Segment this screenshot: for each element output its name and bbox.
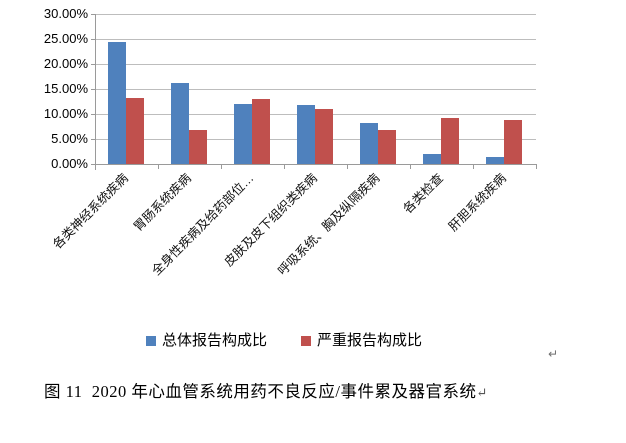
bar-total-3 [297, 104, 315, 164]
x-axis-tick [410, 164, 411, 169]
legend-swatch-blue-icon [146, 335, 156, 346]
x-axis-tick [284, 164, 285, 169]
x-axis-tick [473, 164, 474, 169]
y-axis-tick [91, 14, 95, 15]
x-axis-tick [95, 164, 96, 169]
y-axis-line [95, 14, 96, 170]
y-axis-label: 30.00% [43, 6, 88, 21]
category-label-0: 各类神经系统疾病 [50, 171, 131, 252]
bar-total-2 [234, 103, 252, 164]
bar-serious-2 [252, 99, 270, 164]
y-axis-label: 20.00% [43, 56, 88, 71]
legend-item-total: 总体报告构成比 [146, 331, 267, 350]
plot-area [95, 14, 536, 164]
x-axis-tick [536, 164, 537, 169]
bar-serious-6 [504, 119, 522, 164]
legend-label-total: 总体报告构成比 [162, 332, 268, 349]
y-axis-tick [91, 39, 95, 40]
gridline-30 [95, 14, 536, 15]
x-axis-tick [158, 164, 159, 169]
category-label-4: 呼吸系统、胸及纵隔疾病 [275, 171, 383, 279]
y-axis-label: 5.00% [51, 131, 88, 146]
category-label-6: 肝胆系统疾病 [445, 171, 509, 234]
y-axis-label: 25.00% [43, 31, 88, 46]
bar-total-4 [360, 122, 378, 164]
bar-total-1 [171, 82, 189, 164]
bar-serious-0 [126, 97, 144, 164]
y-axis-label: 0.00% [51, 156, 88, 171]
y-axis-label: 15.00% [43, 81, 88, 96]
bar-total-0 [108, 41, 126, 164]
category-label-5: 各类检查 [400, 171, 446, 217]
figure-caption: 图 11 2020 年心血管系统用药不良反应/事件累及器官系统↵ [44, 381, 487, 404]
gridline-15 [95, 89, 536, 90]
bar-serious-3 [315, 109, 333, 164]
x-axis-tick [221, 164, 222, 169]
y-axis-label: 10.00% [43, 106, 88, 121]
chart-legend: 总体报告构成比 严重报告构成比 [146, 331, 422, 350]
caption-return-icon: ↵ [476, 385, 488, 400]
y-axis-tick [91, 164, 95, 165]
y-axis-tick [91, 114, 95, 115]
gridline-20 [95, 64, 536, 65]
x-axis-line [95, 164, 537, 165]
y-axis-tick [91, 89, 95, 90]
bar-serious-1 [189, 129, 207, 164]
y-axis-tick [91, 64, 95, 65]
figure-caption-text: 图 11 2020 年心血管系统用药不良反应/事件累及器官系统 [44, 382, 477, 401]
x-axis-tick [347, 164, 348, 169]
category-label-2: 全身性疾病及给药部位… [149, 171, 257, 279]
paragraph-return-icon: ↵ [548, 347, 559, 361]
bar-total-6 [486, 156, 504, 164]
bar-serious-4 [378, 130, 396, 164]
bar-total-5 [423, 153, 441, 164]
legend-label-serious: 严重报告构成比 [317, 332, 423, 349]
bar-serious-5 [441, 117, 459, 164]
gridline-25 [95, 39, 536, 40]
legend-item-serious: 严重报告构成比 [301, 331, 422, 350]
y-axis-tick [91, 139, 95, 140]
category-label-1: 胃肠系统疾病 [130, 171, 194, 234]
legend-swatch-red-icon [301, 335, 312, 346]
